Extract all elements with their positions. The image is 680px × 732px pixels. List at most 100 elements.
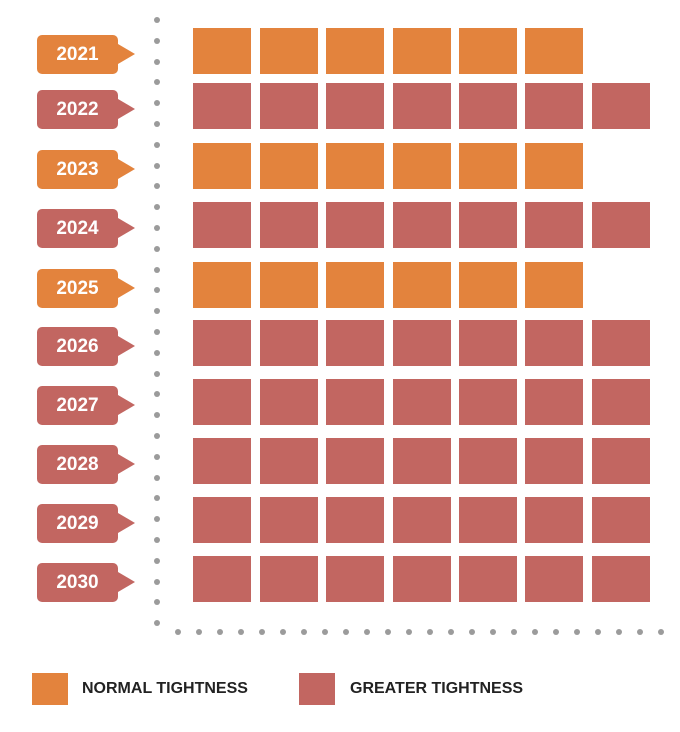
bar-unit-2024-4 <box>393 202 451 248</box>
bar-unit-2024-7 <box>592 202 650 248</box>
bar-unit-2023-3 <box>326 143 384 189</box>
bar-unit-2026-6 <box>525 320 583 366</box>
bar-unit-2022-2 <box>260 83 318 129</box>
y-axis-dot <box>154 495 160 502</box>
y-axis-dot <box>154 537 160 543</box>
bar-unit-2030-6 <box>525 556 583 602</box>
bar-unit-2030-7 <box>592 556 650 602</box>
year-label-2028: 2028 <box>37 445 135 484</box>
y-axis-dot <box>154 225 160 231</box>
bar-unit-2025-3 <box>326 262 384 308</box>
legend-swatch-normal <box>32 673 68 705</box>
bar-unit-2025-6 <box>525 262 583 308</box>
year-label-2029: 2029 <box>37 504 135 543</box>
bar-unit-2026-4 <box>393 320 451 366</box>
x-axis-dot <box>343 629 349 635</box>
bar-unit-2030-5 <box>459 556 517 602</box>
x-axis-dot <box>280 629 286 635</box>
y-axis-dot <box>154 453 160 460</box>
x-axis-dot <box>616 629 622 635</box>
y-axis-dot <box>154 162 160 169</box>
x-axis-dot <box>637 629 643 635</box>
year-label-2021: 2021 <box>37 35 135 74</box>
year-label-2024: 2024 <box>37 209 135 248</box>
y-axis-dot <box>154 183 160 190</box>
x-axis-dot <box>385 629 391 635</box>
bar-unit-2023-1 <box>193 143 251 189</box>
x-axis-dot <box>301 629 307 635</box>
y-axis-dot <box>154 141 160 148</box>
bar-unit-2024-3 <box>326 202 384 248</box>
bar-unit-2021-6 <box>525 28 583 74</box>
x-axis-dot <box>322 629 328 635</box>
bar-unit-2029-3 <box>326 497 384 543</box>
bar-unit-2029-7 <box>592 497 650 543</box>
bar-unit-2028-1 <box>193 438 251 484</box>
year-label-2030: 2030 <box>37 563 135 602</box>
y-axis-dot <box>154 121 160 127</box>
bar-unit-2021-2 <box>260 28 318 74</box>
bar-unit-2027-4 <box>393 379 451 425</box>
y-axis-dot <box>154 599 160 606</box>
y-axis-dot <box>154 308 160 315</box>
bar-unit-2021-1 <box>193 28 251 74</box>
y-axis-dot <box>154 204 160 211</box>
x-axis-dot <box>658 629 664 635</box>
bar-unit-2030-4 <box>393 556 451 602</box>
y-axis-dot <box>154 474 160 481</box>
y-axis-dot <box>154 391 160 398</box>
bar-unit-2026-7 <box>592 320 650 366</box>
y-axis-dot <box>154 266 160 273</box>
legend-swatch-greater <box>299 673 335 705</box>
year-label-2026: 2026 <box>37 327 135 366</box>
bar-unit-2027-7 <box>592 379 650 425</box>
bar-unit-2025-4 <box>393 262 451 308</box>
y-axis-dot <box>154 433 160 439</box>
bar-unit-2027-2 <box>260 379 318 425</box>
y-axis-dot <box>154 245 160 252</box>
bar-unit-2022-3 <box>326 83 384 129</box>
bar-unit-2029-1 <box>193 497 251 543</box>
bar-unit-2021-5 <box>459 28 517 74</box>
bar-unit-2028-3 <box>326 438 384 484</box>
x-axis-dot <box>448 629 454 635</box>
bar-unit-2025-2 <box>260 262 318 308</box>
bar-unit-2029-2 <box>260 497 318 543</box>
bar-unit-2028-4 <box>393 438 451 484</box>
bar-unit-2022-4 <box>393 83 451 129</box>
y-axis-dot <box>154 349 160 356</box>
bar-unit-2029-6 <box>525 497 583 543</box>
bar-unit-2023-6 <box>525 143 583 189</box>
bar-unit-2028-7 <box>592 438 650 484</box>
y-axis-dot <box>154 79 160 86</box>
x-axis-dot <box>238 629 244 635</box>
y-axis-dot <box>154 58 160 65</box>
year-label-2027: 2027 <box>37 386 135 425</box>
legend-label-greater: GREATER TIGHTNESS <box>350 680 524 697</box>
year-label-2025: 2025 <box>37 269 135 308</box>
y-axis-dot <box>154 557 160 564</box>
x-axis-dot <box>427 629 433 635</box>
bar-unit-2023-2 <box>260 143 318 189</box>
y-axis-dot <box>154 329 160 335</box>
x-axis-dot <box>595 629 601 635</box>
x-axis-dot <box>553 629 559 635</box>
x-axis-dot <box>532 629 538 635</box>
bar-unit-2023-5 <box>459 143 517 189</box>
bar-unit-2028-6 <box>525 438 583 484</box>
bar-unit-2026-1 <box>193 320 251 366</box>
bar-unit-2028-5 <box>459 438 517 484</box>
y-axis-dot <box>154 578 160 585</box>
x-axis-dot <box>469 629 475 635</box>
bar-unit-2030-2 <box>260 556 318 602</box>
bar-unit-2021-3 <box>326 28 384 74</box>
y-axis-dot <box>154 620 160 627</box>
bar-unit-2027-3 <box>326 379 384 425</box>
y-axis-dot <box>154 17 160 23</box>
x-axis-dot <box>490 629 496 635</box>
bar-unit-2027-5 <box>459 379 517 425</box>
x-axis-dot <box>574 629 580 635</box>
bar-unit-2025-1 <box>193 262 251 308</box>
bar-unit-2026-5 <box>459 320 517 366</box>
